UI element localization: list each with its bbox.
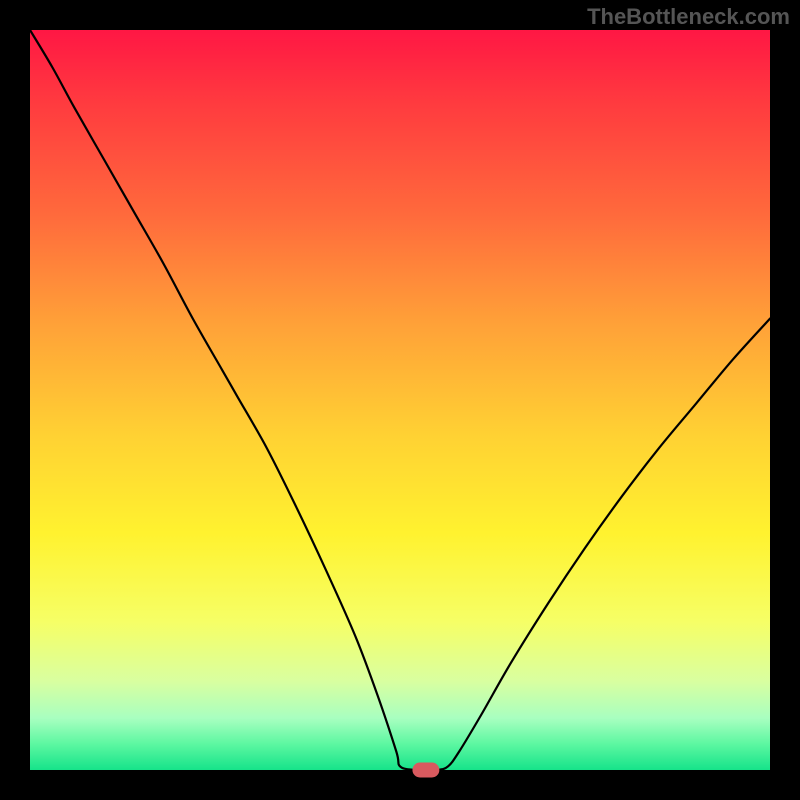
v-curve-chart [0,0,800,800]
optimal-point-marker [413,763,439,777]
plot-gradient-background [30,30,770,770]
